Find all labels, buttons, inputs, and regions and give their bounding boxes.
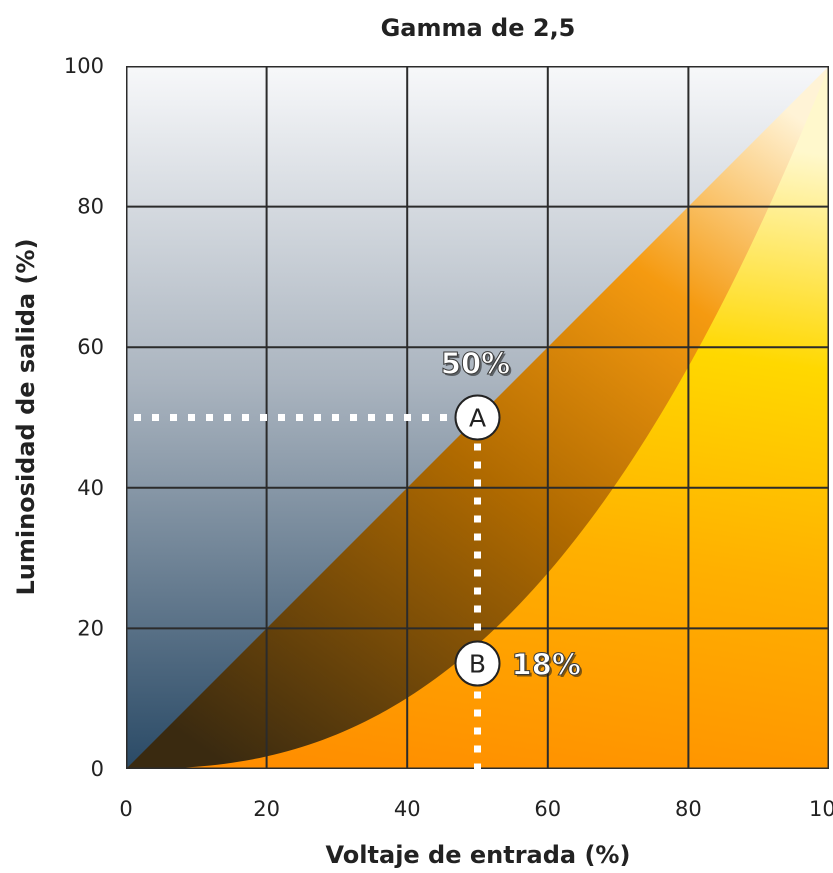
marker-b-circle [454, 640, 501, 687]
gamma-area [126, 66, 829, 769]
marker-a-letter: A [469, 404, 486, 433]
annotation-label-shadow: 18% [514, 650, 583, 684]
y-tick-label: 0 [91, 757, 104, 781]
y-tick-label: 60 [77, 335, 104, 359]
x-tick-label: 0 [119, 797, 132, 821]
chart-title: Gamma de 2,5 [381, 14, 576, 42]
annotation-label-shadow: 50% [443, 349, 512, 383]
annotation-label-a: 50% [441, 347, 510, 381]
guide-lines [134, 414, 481, 769]
x-tick-label: 40 [394, 797, 421, 821]
y-tick-label: 20 [77, 616, 104, 640]
marker-b-letter: B [469, 650, 486, 679]
x-tick-label: 20 [253, 797, 280, 821]
x-tick-label: 80 [675, 797, 702, 821]
x-axis-label: Voltaje de entrada (%) [326, 841, 631, 869]
x-tick-label: 100 [809, 797, 833, 821]
y-tick-label: 80 [77, 195, 104, 219]
y-axis-label: Luminosidad de salida (%) [12, 238, 40, 595]
y-tick-label: 100 [64, 54, 104, 78]
marker-a-circle [454, 394, 501, 441]
y-tick-label: 40 [77, 476, 104, 500]
annotation-label-b: 18% [512, 648, 581, 682]
x-tick-label: 60 [534, 797, 561, 821]
